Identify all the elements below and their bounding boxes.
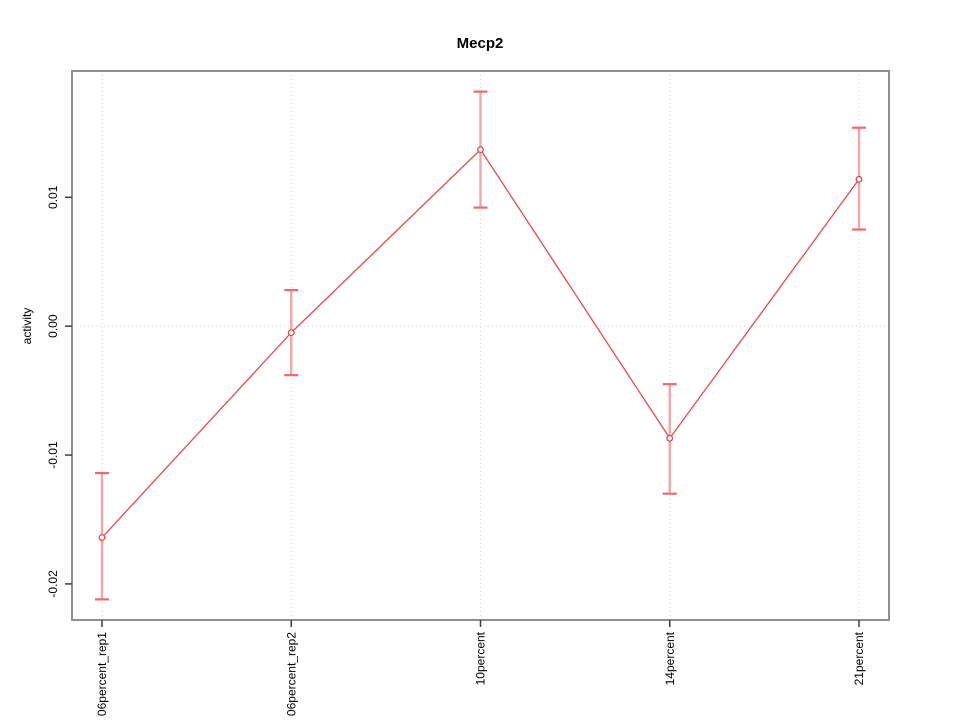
y-tick-label: -0.01 bbox=[46, 441, 60, 469]
x-tick-label: 10percent bbox=[474, 631, 488, 685]
data-point bbox=[477, 146, 484, 154]
x-tick-label: 06percent_rep1 bbox=[95, 632, 109, 716]
data-point bbox=[98, 534, 106, 541]
x-tick-label: 14percent bbox=[663, 631, 677, 685]
chart-title: Mecp2 bbox=[456, 35, 504, 52]
y-tick-label: 0.00 bbox=[46, 314, 60, 338]
y-tick-label: 0.01 bbox=[46, 185, 60, 209]
data-point bbox=[855, 175, 863, 183]
data-point bbox=[666, 434, 674, 442]
data-point bbox=[287, 329, 295, 337]
x-tick-label: 21percent bbox=[852, 631, 866, 685]
y-tick-label: -0.02 bbox=[46, 570, 60, 598]
y-axis-title: activity bbox=[20, 307, 34, 345]
x-tick-label: 06percent_rep2 bbox=[284, 632, 298, 716]
